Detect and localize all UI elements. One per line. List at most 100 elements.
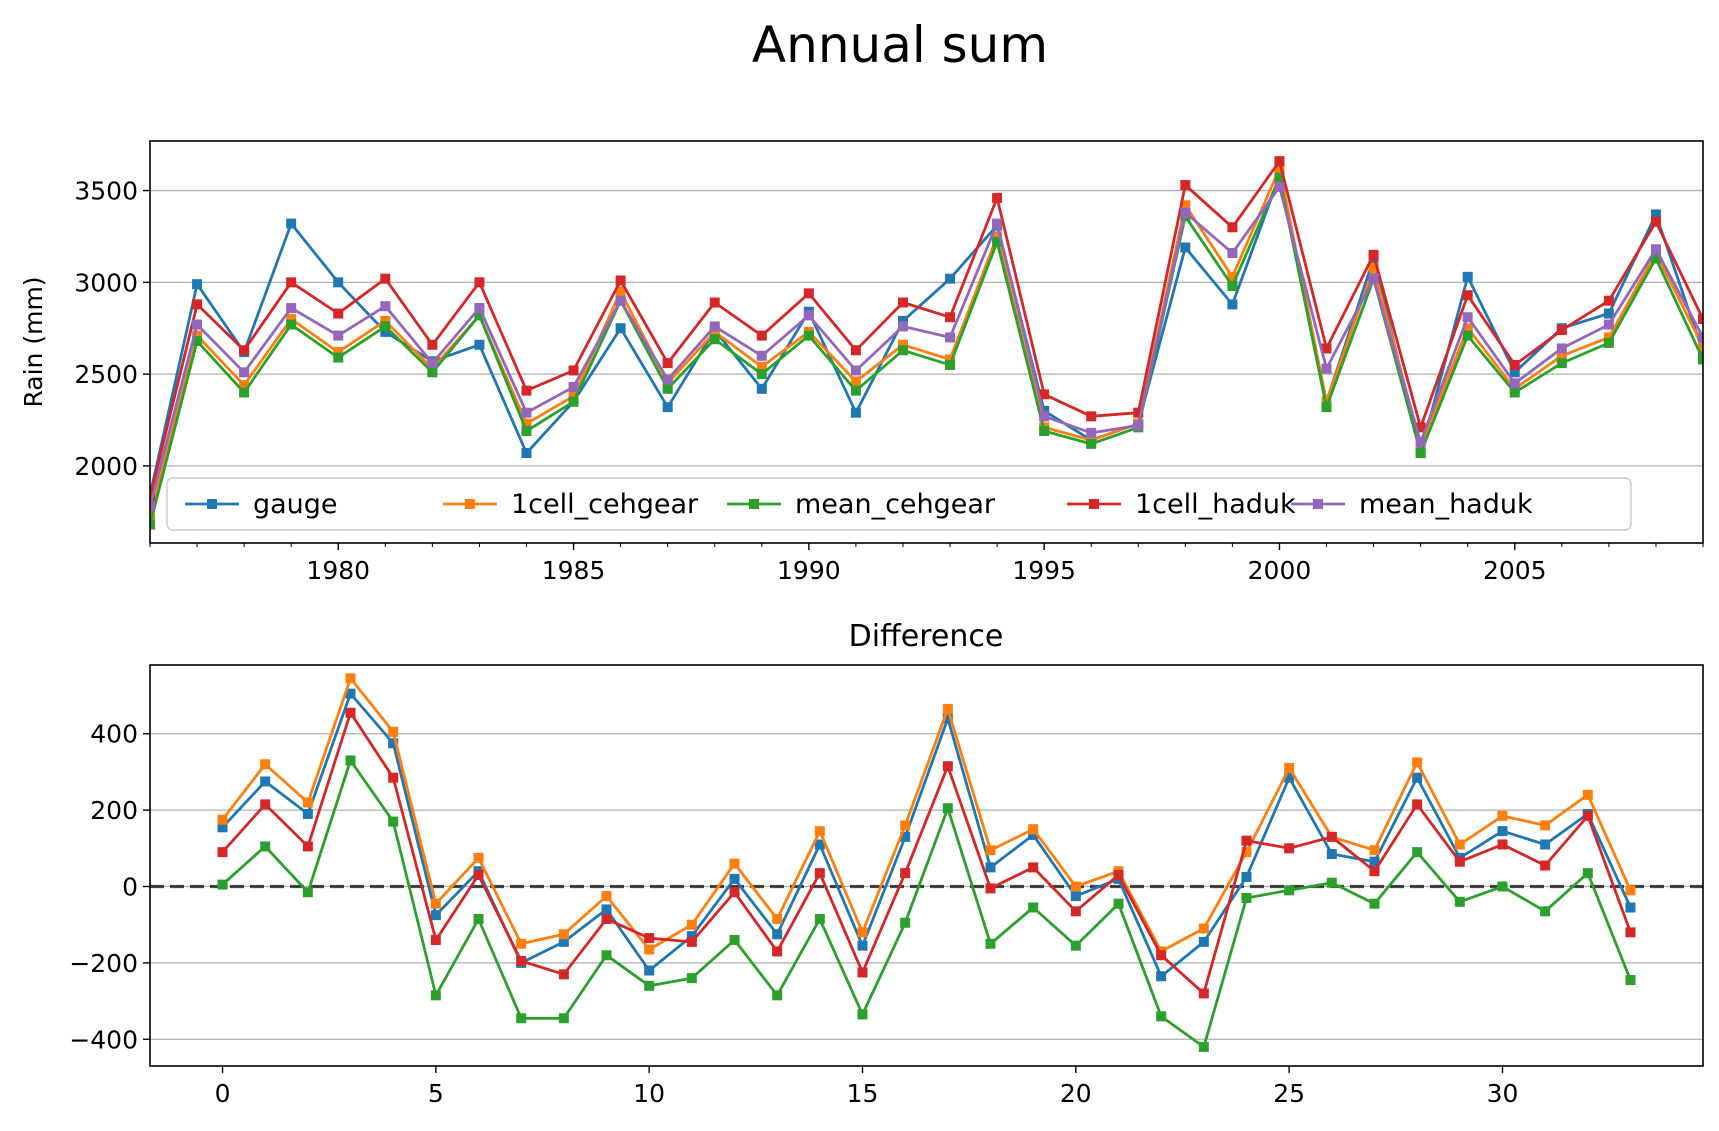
diff-point — [1198, 936, 1209, 947]
rain-point — [1227, 271, 1238, 282]
diff-point — [729, 934, 740, 945]
diff-ytick-label: 400 — [90, 720, 138, 749]
diff-point — [1198, 1041, 1209, 1052]
rain-point — [380, 273, 391, 284]
rain-point — [474, 303, 485, 314]
diff-point — [473, 913, 484, 924]
rain-point — [1509, 378, 1520, 389]
diff-point — [1540, 860, 1551, 871]
rain-point — [897, 345, 908, 356]
difference-chart-frame — [149, 664, 1704, 1067]
rain-point — [1227, 281, 1238, 292]
diff-point — [772, 946, 783, 957]
legend-swatch-marker — [749, 499, 759, 509]
diff-point — [601, 891, 612, 902]
rain-point — [992, 236, 1003, 247]
rain-point — [1227, 247, 1238, 258]
diff-xtick-label: 30 — [1487, 1079, 1519, 1108]
rain-point — [286, 277, 297, 288]
diff-point — [942, 803, 953, 814]
rain-series-mean-cehgear — [150, 172, 1703, 530]
diff-line-series-1 — [221, 692, 1632, 978]
rain-point — [1462, 271, 1473, 282]
rain-point — [850, 385, 861, 396]
diff-point — [1284, 763, 1295, 774]
diff-point — [644, 944, 655, 955]
rain-point — [286, 319, 297, 330]
legend-entry-1cell-haduk: 1cell_haduk — [1067, 489, 1296, 520]
rain-point — [521, 418, 532, 429]
rain-chart-grid — [150, 189, 1703, 467]
rain-chart-series — [150, 156, 1703, 530]
diff-point — [772, 990, 783, 1001]
diff-ytick-label: 200 — [90, 796, 138, 825]
rain-point — [1227, 299, 1238, 310]
diff-point — [772, 929, 783, 940]
rain-point — [286, 303, 297, 314]
diff-point — [430, 990, 441, 1001]
rain-point — [709, 326, 720, 337]
rain-point — [1321, 402, 1332, 413]
rain-point — [1180, 242, 1191, 253]
diff-point — [1241, 871, 1252, 882]
rain-point — [474, 310, 485, 321]
rain-point — [1180, 207, 1191, 218]
rain-point — [1650, 216, 1661, 227]
diff-point — [1625, 927, 1636, 938]
legend-box — [166, 477, 1632, 531]
difference-chart: Difference −400 −200 0 200 400 0 5 10 15 20 25 30 — [69, 619, 1704, 1108]
diff-line-series-2 — [221, 677, 1632, 953]
diff-point — [1497, 826, 1508, 837]
legend-label: mean_haduk — [1359, 489, 1533, 520]
diff-point — [302, 887, 313, 898]
diff-point — [1028, 862, 1039, 873]
rain-point — [521, 448, 532, 459]
diff-point — [1156, 971, 1167, 982]
diff-point — [1582, 868, 1593, 879]
legend-swatch-marker — [1313, 499, 1323, 509]
legend-entry-mean-haduk: mean_haduk — [1291, 489, 1533, 520]
difference-chart-title: Difference — [849, 619, 1004, 654]
diff-point — [772, 913, 783, 924]
rain-series-mean-haduk — [150, 181, 1703, 512]
diff-point — [985, 883, 996, 894]
rain-point — [945, 273, 956, 284]
diff-point — [473, 870, 484, 881]
rain-ytick-label: 3000 — [74, 268, 138, 297]
diff-point — [1369, 845, 1380, 856]
diff-point — [345, 688, 356, 699]
figure-title: Annual sum — [752, 16, 1048, 74]
diff-point — [1326, 831, 1337, 842]
rain-xtick-label: 1985 — [542, 556, 606, 585]
rain-point — [521, 426, 532, 437]
difference-chart-series — [150, 673, 1703, 1052]
diff-series-series-3 — [217, 755, 1636, 1052]
rain-point — [850, 407, 861, 418]
rain-point — [1556, 350, 1567, 361]
diff-point — [985, 845, 996, 856]
rain-point — [427, 358, 438, 369]
rain-line-1cell-cehgear — [150, 167, 1703, 518]
rain-line-mean-haduk — [150, 185, 1703, 507]
rain-point — [286, 218, 297, 229]
diff-point — [345, 755, 356, 766]
rain-point — [756, 330, 767, 341]
diff-point — [217, 814, 228, 825]
diff-point — [1582, 810, 1593, 821]
rain-point — [945, 332, 956, 343]
rain-point — [1698, 341, 1703, 352]
rain-point — [1698, 354, 1703, 365]
rain-point — [474, 277, 485, 288]
diff-point — [260, 841, 271, 852]
rain-point — [1462, 290, 1473, 301]
rain-point — [662, 402, 673, 413]
rain-point — [333, 347, 344, 358]
rain-point — [568, 381, 579, 392]
rain-point — [239, 345, 250, 356]
rain-point — [992, 231, 1003, 242]
diff-point — [857, 1009, 868, 1020]
diff-point — [601, 904, 612, 915]
difference-chart-ticks: −400 −200 0 200 400 0 5 10 15 20 25 30 — [69, 720, 1518, 1108]
rain-point — [1180, 200, 1191, 211]
rain-point — [1133, 407, 1144, 418]
